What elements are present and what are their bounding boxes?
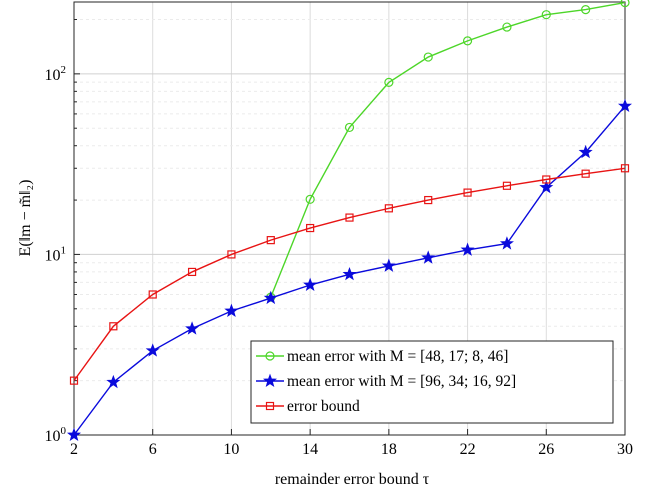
data-point xyxy=(106,374,121,389)
y-axis-label: E(‖m − m̃‖₂) xyxy=(17,180,34,257)
series-2 xyxy=(66,98,633,441)
x-tick-label: 30 xyxy=(617,441,633,458)
y-tick-label: 102 xyxy=(45,64,67,84)
data-point xyxy=(542,175,551,184)
x-tick-label: 10 xyxy=(223,441,239,458)
legend-marker xyxy=(265,351,275,361)
data-point xyxy=(384,204,393,213)
data-point xyxy=(502,22,512,32)
data-point xyxy=(620,0,630,8)
data-point xyxy=(381,258,396,272)
data-point xyxy=(581,5,591,15)
data-point xyxy=(617,98,633,113)
y-tick-label: 101 xyxy=(45,244,67,264)
data-point xyxy=(345,213,354,222)
x-tick-label: 18 xyxy=(381,441,397,458)
series-1 xyxy=(266,0,630,302)
data-point xyxy=(266,236,275,245)
x-tick-label: 2 xyxy=(70,441,78,458)
legend-label: mean error with M = [96, 34; 16, 92] xyxy=(287,373,516,390)
data-point xyxy=(224,303,239,317)
data-point xyxy=(342,266,357,281)
data-point xyxy=(187,267,197,277)
grid xyxy=(73,2,626,436)
data-point xyxy=(421,250,436,264)
x-tick-label: 26 xyxy=(538,441,554,458)
data-point xyxy=(463,188,472,197)
data-point xyxy=(502,181,512,190)
data-point xyxy=(581,169,590,178)
y-tick-label: 100 xyxy=(45,425,67,445)
data-point xyxy=(227,250,236,259)
series-group xyxy=(66,0,633,441)
data-point xyxy=(460,242,475,256)
data-point xyxy=(263,290,278,305)
data-point xyxy=(499,236,514,250)
data-point xyxy=(69,376,79,385)
data-point xyxy=(306,223,315,233)
data-point xyxy=(384,77,394,87)
x-tick-label: 14 xyxy=(302,441,318,458)
x-tick-label: 22 xyxy=(460,441,476,458)
x-tick-label: 6 xyxy=(149,441,157,458)
x-axis-label: remainder error bound τ xyxy=(275,471,430,488)
data-point xyxy=(109,322,118,331)
data-point xyxy=(539,180,554,194)
data-point xyxy=(424,195,433,205)
legend-marker xyxy=(265,401,275,411)
legend: mean error with M = [48, 17; 8, 46] mean … xyxy=(250,340,614,424)
legend-box xyxy=(250,340,614,424)
data-point xyxy=(185,321,200,335)
data-point xyxy=(578,144,593,159)
data-point xyxy=(305,194,315,204)
series-3 xyxy=(69,164,630,385)
data-point xyxy=(66,427,82,441)
series-line xyxy=(73,167,626,382)
data-point xyxy=(145,343,160,357)
data-point xyxy=(344,122,355,133)
plot-area-frame xyxy=(73,1,626,436)
legend-label: error bound xyxy=(287,398,360,415)
series-line xyxy=(270,1,626,298)
data-point xyxy=(423,52,433,62)
legend-marker xyxy=(262,373,278,387)
data-point xyxy=(620,164,630,173)
legend-label: mean error with M = [48, 17; 8, 46] xyxy=(287,348,508,365)
data-point xyxy=(541,10,551,20)
data-point xyxy=(148,290,157,299)
data-point xyxy=(303,277,318,291)
data-point xyxy=(462,36,473,46)
